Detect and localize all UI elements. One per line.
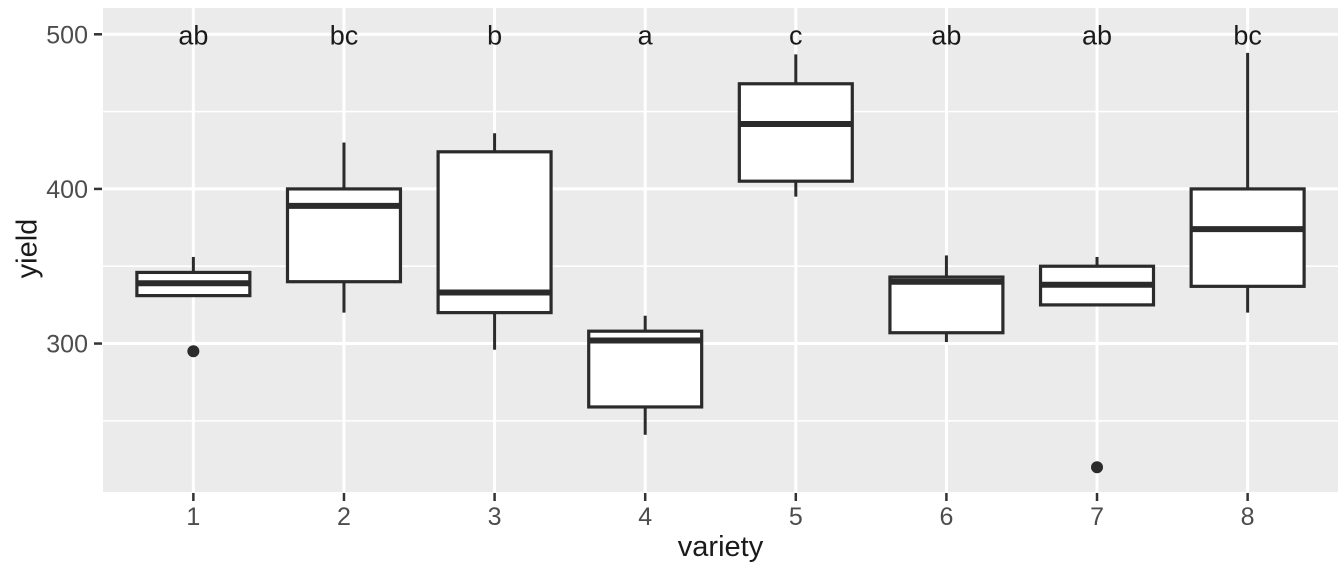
x-tick-label: 5 — [789, 503, 803, 531]
significance-letter: bc — [330, 20, 359, 50]
box — [1189, 187, 1306, 288]
significance-letter: b — [487, 20, 502, 50]
x-tick-label: 3 — [488, 503, 502, 531]
box — [888, 275, 1005, 335]
x-tick-label: 4 — [638, 503, 652, 531]
box — [285, 187, 403, 284]
outlier-point — [187, 345, 200, 358]
y-axis-title: yield — [11, 218, 44, 279]
y-tick-label: 400 — [46, 176, 88, 204]
x-tick-label: 8 — [1241, 503, 1255, 531]
x-tick-label: 6 — [939, 503, 953, 531]
significance-letter: ab — [1082, 20, 1112, 50]
y-tick-label: 300 — [46, 331, 88, 359]
outlier-point — [1091, 461, 1104, 474]
x-tick-label: 1 — [186, 503, 200, 531]
significance-letter: ab — [931, 20, 961, 50]
box — [587, 329, 704, 409]
x-tick-label: 2 — [337, 503, 351, 531]
significance-letter: ab — [178, 20, 208, 50]
x-axis-title: variety — [677, 531, 764, 563]
significance-letter: a — [638, 20, 654, 50]
significance-letter: c — [789, 20, 803, 50]
box — [436, 150, 553, 315]
y-tick-label: 500 — [46, 21, 88, 49]
box — [737, 82, 854, 183]
x-tick-label: 7 — [1090, 503, 1104, 531]
significance-letter: bc — [1233, 20, 1262, 50]
